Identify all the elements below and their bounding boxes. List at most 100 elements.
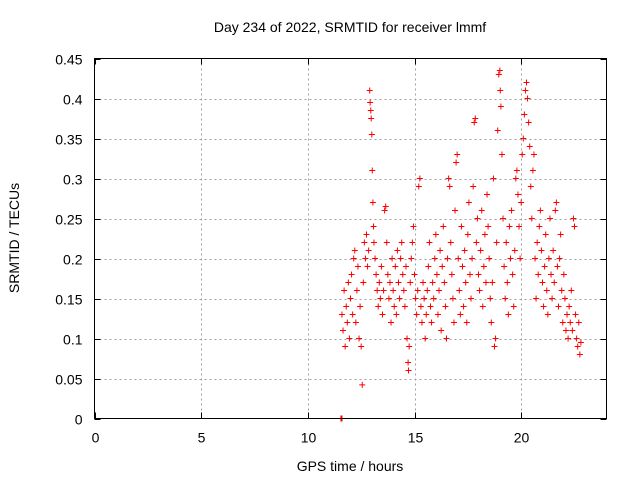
data-point: [498, 151, 505, 158]
data-point: [469, 255, 476, 262]
data-point: [485, 223, 492, 230]
data-point: [438, 327, 445, 334]
data-point: [516, 223, 523, 230]
x-tick-label: 0: [92, 430, 100, 446]
data-point: [503, 239, 510, 246]
data-point: [480, 263, 487, 270]
data-point: [433, 271, 440, 278]
data-point: [391, 303, 398, 310]
data-point: [429, 279, 436, 286]
data-point: [346, 335, 353, 342]
data-point: [338, 311, 345, 318]
data-point: [528, 215, 535, 222]
data-point: [460, 303, 467, 310]
data-point: [546, 215, 553, 222]
data-point: [495, 71, 502, 78]
data-point: [347, 295, 354, 302]
data-point: [533, 295, 540, 302]
data-point: [554, 263, 561, 270]
data-point: [465, 199, 472, 206]
data-point: [395, 279, 402, 286]
data-point: [401, 303, 408, 310]
data-point: [552, 207, 559, 214]
data-point: [427, 303, 434, 310]
data-point: [564, 311, 571, 318]
data-point: [478, 207, 485, 214]
data-point: [350, 255, 357, 262]
data-point: [456, 287, 463, 294]
data-point: [487, 295, 494, 302]
data-point: [466, 271, 473, 278]
data-point: [361, 239, 368, 246]
data-point: [461, 247, 468, 254]
data-point: [561, 295, 568, 302]
data-point: [518, 199, 525, 206]
data-point: [524, 95, 531, 102]
y-tick-label: 0.3: [63, 172, 83, 188]
data-point: [362, 255, 369, 262]
data-point: [550, 247, 557, 254]
data-point: [386, 279, 393, 286]
data-point: [377, 295, 384, 302]
data-point: [358, 343, 365, 350]
data-point: [380, 287, 387, 294]
data-point: [431, 255, 438, 262]
data-point: [434, 311, 441, 318]
data-point: [392, 263, 399, 270]
data-point: [454, 151, 461, 158]
data-point: [537, 207, 544, 214]
data-point: [432, 231, 439, 238]
data-point: [368, 131, 375, 138]
y-tick-label: 0.15: [55, 292, 82, 308]
data-point: [493, 239, 500, 246]
data-point: [367, 107, 374, 114]
data-point: [568, 287, 575, 294]
data-point: [535, 271, 542, 278]
data-point: [363, 231, 370, 238]
data-point: [510, 303, 517, 310]
data-point: [360, 279, 367, 286]
data-point: [421, 295, 428, 302]
data-point: [505, 311, 512, 318]
data-point: [354, 263, 361, 270]
data-point: [492, 335, 499, 342]
data-point: [368, 115, 375, 122]
data-point: [509, 271, 516, 278]
data-point: [569, 327, 576, 334]
data-point: [490, 175, 497, 182]
data-point: [504, 279, 511, 286]
data-point: [411, 271, 418, 278]
data-point: [543, 287, 550, 294]
data-point: [367, 99, 374, 106]
data-point: [345, 279, 352, 286]
data-point: [390, 287, 397, 294]
data-point: [472, 115, 479, 122]
data-point: [557, 231, 564, 238]
y-tick-label: 0.25: [55, 212, 82, 228]
data-point: [476, 287, 483, 294]
data-point: [511, 247, 518, 254]
data-point: [402, 263, 409, 270]
data-point: [413, 311, 420, 318]
data-point: [369, 199, 376, 206]
data-point: [414, 287, 421, 294]
data-point: [443, 335, 450, 342]
data-point: [519, 151, 526, 158]
data-point: [555, 303, 562, 310]
axis-ticks: [94, 58, 607, 420]
data-point: [381, 207, 388, 214]
y-tick-label: 0.2: [63, 252, 83, 268]
data-point: [441, 279, 448, 286]
data-point: [473, 239, 480, 246]
data-point: [416, 175, 423, 182]
data-point: [408, 255, 415, 262]
data-point: [553, 199, 560, 206]
data-point: [370, 239, 377, 246]
data-point: [400, 287, 407, 294]
data-point: [365, 247, 372, 254]
data-point: [489, 279, 496, 286]
data-point: [457, 311, 464, 318]
data-point: [353, 287, 360, 294]
data-point: [548, 271, 555, 278]
